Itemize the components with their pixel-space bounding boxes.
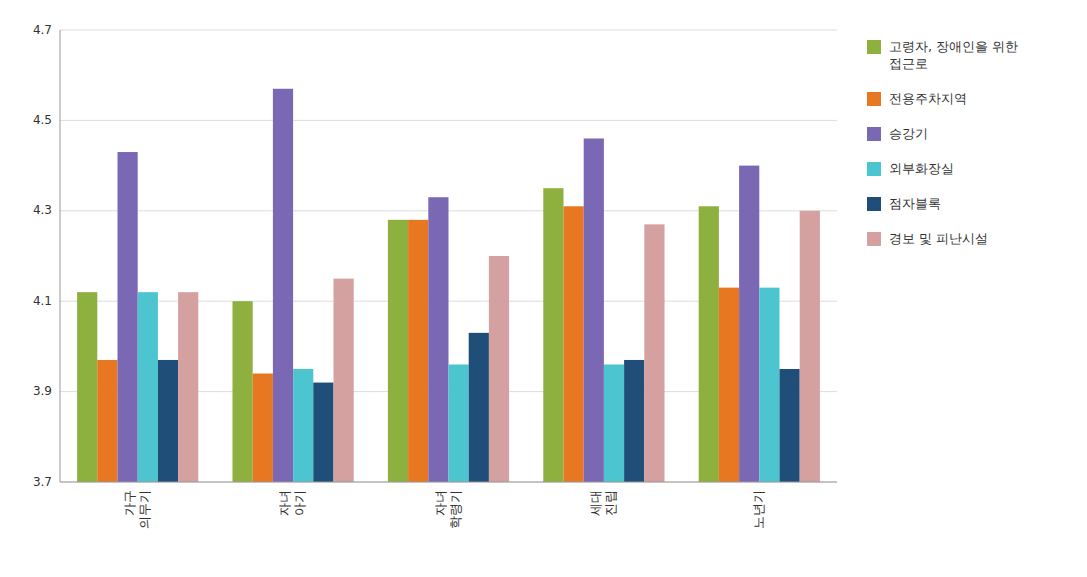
legend-label: 외부화장실 — [889, 161, 954, 176]
x-tick-label: 자녀아기 — [277, 490, 307, 516]
bar — [388, 220, 408, 482]
legend-label: 경보 및 피난시설 — [889, 231, 988, 246]
bar — [138, 292, 158, 482]
bar — [800, 211, 820, 482]
bar — [719, 288, 739, 482]
bar — [232, 301, 252, 482]
bar — [780, 369, 800, 482]
legend-swatch — [867, 92, 881, 106]
legend-swatch — [867, 40, 881, 54]
grid-line — [60, 30, 837, 31]
legend-label: 승강기 — [889, 126, 928, 141]
legend-swatch — [867, 232, 881, 246]
bar — [334, 279, 354, 482]
x-axis — [60, 482, 837, 483]
bar — [253, 374, 273, 482]
y-tick-label: 3.9 — [33, 384, 52, 398]
x-tick-label: 가구의무기 — [122, 490, 152, 529]
x-tick-label: 자녀학령기 — [433, 490, 463, 529]
bar — [117, 152, 137, 482]
legend-label: 고령자, 장애인을 위한접근로 — [889, 39, 1018, 71]
bar — [313, 383, 333, 482]
y-tick-label: 4.7 — [33, 23, 52, 37]
bar — [97, 360, 117, 482]
bar — [178, 292, 198, 482]
legend: 고령자, 장애인을 위한접근로전용주차지역승강기외부화장실점자블록경보 및 피난… — [867, 39, 1018, 247]
bar — [543, 188, 563, 482]
bar — [624, 360, 644, 482]
y-tick-label: 4.5 — [33, 113, 52, 127]
legend-swatch — [867, 127, 881, 141]
legend-label: 점자블록 — [889, 196, 941, 211]
bar — [293, 369, 313, 482]
bar — [604, 364, 624, 482]
bar — [77, 292, 97, 482]
bar — [469, 333, 489, 482]
chart: 3.7 3.9 4.1 4.3 4.5 4.7 가구의무기 자녀아기 자녀학령기 세대진립 노년기 고… — [0, 0, 1087, 577]
bars — [77, 89, 820, 482]
grid-line — [60, 120, 837, 121]
bar — [563, 206, 583, 482]
grid-line — [60, 482, 837, 483]
bar — [644, 224, 664, 482]
bar — [584, 138, 604, 482]
bar — [449, 364, 469, 482]
bar — [158, 360, 178, 482]
y-tick-label: 3.7 — [33, 475, 52, 489]
chart-container: 3.7 3.9 4.1 4.3 4.5 4.7 가구의무기 자녀아기 자녀학령기 세대진립 노년기 고… — [0, 0, 1087, 577]
y-tick-label: 4.1 — [33, 294, 52, 308]
grid — [60, 30, 837, 482]
bar — [699, 206, 719, 482]
bar — [759, 288, 779, 482]
bar — [408, 220, 428, 482]
legend-swatch — [867, 162, 881, 176]
bar — [739, 166, 759, 482]
x-tick-label: 노년기 — [751, 490, 766, 529]
y-axis — [60, 30, 61, 482]
bar — [489, 256, 509, 482]
x-tick-label: 세대진립 — [588, 490, 618, 516]
legend-label: 전용주차지역 — [889, 91, 967, 106]
bar — [428, 197, 448, 482]
y-tick-label: 4.3 — [33, 203, 52, 217]
legend-swatch — [867, 197, 881, 211]
bar — [273, 89, 293, 482]
